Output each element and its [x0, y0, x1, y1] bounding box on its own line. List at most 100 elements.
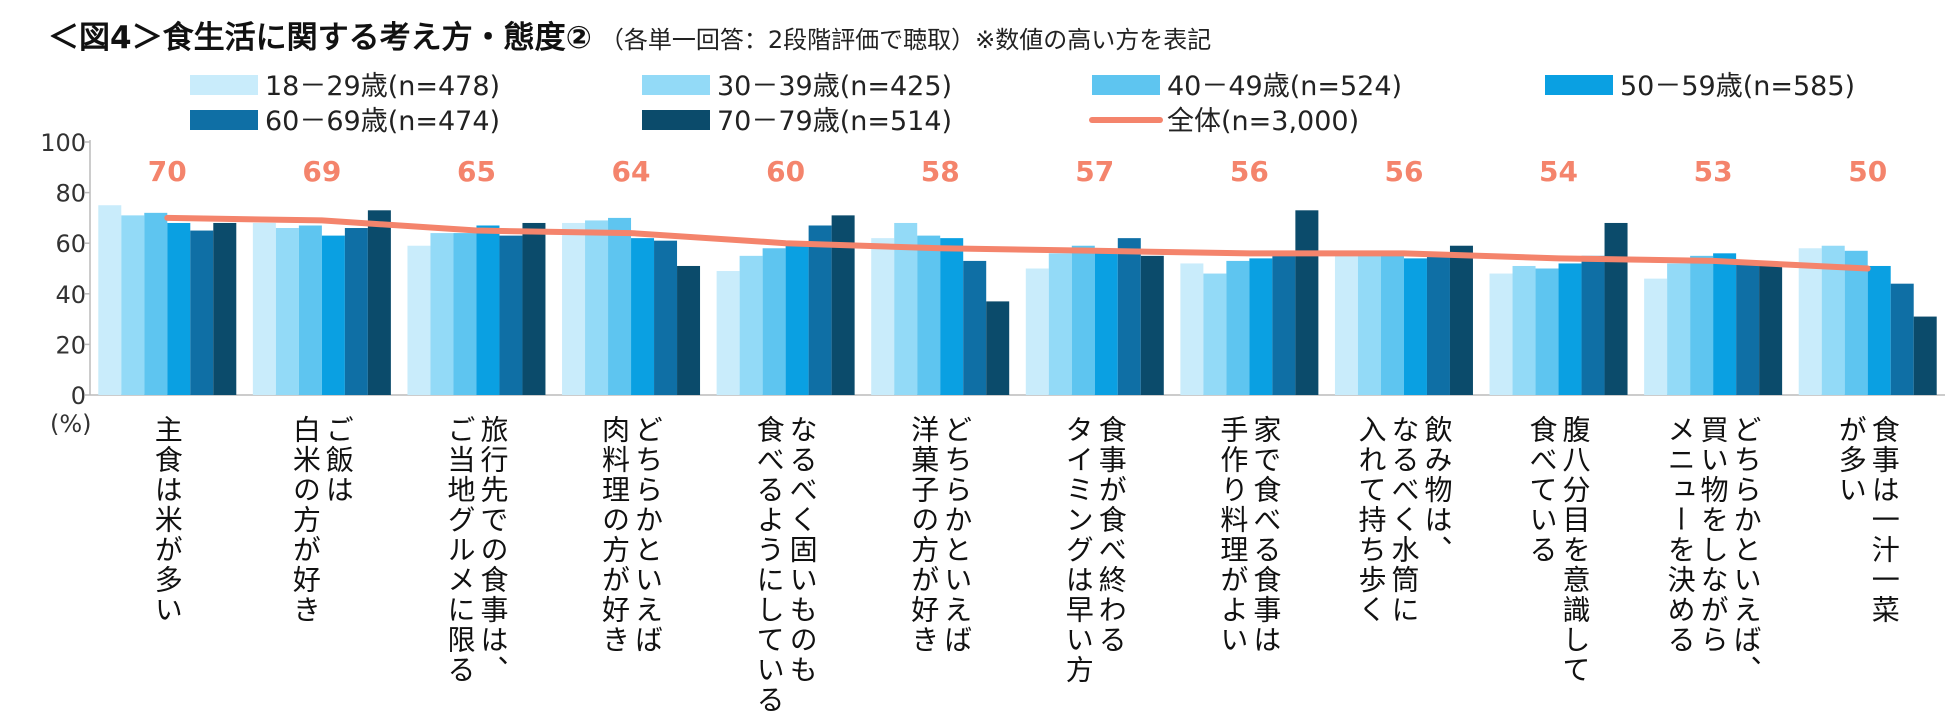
bar: [1690, 255, 1714, 395]
bar: [190, 230, 214, 395]
total-data-label: 69: [302, 155, 341, 188]
bar: [167, 222, 191, 395]
bar: [1449, 245, 1473, 395]
bar: [1736, 260, 1760, 395]
y-tick-label: 40: [55, 281, 86, 309]
legend-label: 全体(n=3,000): [1167, 106, 1359, 137]
category-label-line: 買い物をしながら: [1697, 415, 1730, 655]
category-label-line: 入れて持ち歩く: [1354, 415, 1387, 625]
total-data-label: 56: [1230, 155, 1269, 188]
bar: [1140, 255, 1164, 395]
bar: [808, 225, 832, 395]
legend-swatch: [1092, 75, 1160, 95]
chart-subtitle: （各単一回答：2段階評価で聴取）※数値の高い方を表記: [599, 26, 1212, 54]
legend-label: 50－59歳(n=585): [1620, 71, 1855, 102]
bar: [1844, 250, 1868, 395]
bar: [654, 240, 678, 395]
chart-title-row: ＜図4＞食生活に関する考え方・態度② （各単一回答：2段階評価で聴取）※数値の高い…: [48, 12, 1211, 57]
total-data-label: 50: [1848, 155, 1887, 188]
bar: [562, 222, 586, 395]
category-label-line: 食事が食べ終わる: [1095, 415, 1128, 655]
chart-axes: 100 80 60 40 20 0(%): [40, 129, 1945, 438]
bar: [1295, 210, 1319, 395]
bar: [1535, 268, 1559, 395]
y-tick-label: 0: [71, 382, 86, 410]
legend-label: 40－49歳(n=524): [1167, 71, 1402, 102]
bar: [1071, 245, 1095, 395]
legend-label: 60－69歳(n=474): [265, 106, 500, 137]
bar: [1226, 260, 1250, 395]
bar: [1117, 238, 1141, 395]
bar: [1512, 265, 1536, 395]
bar: [298, 225, 322, 395]
category-label-line: メニューを決める: [1664, 415, 1697, 655]
bar: [1180, 263, 1204, 395]
bar: [1867, 265, 1891, 395]
total-data-label: 54: [1539, 155, 1578, 188]
category-label-line: 食べるようにしている: [753, 415, 786, 715]
y-tick-label: 20: [55, 331, 86, 359]
total-data-label: 53: [1694, 155, 1733, 188]
bar: [1890, 283, 1914, 395]
bar: [986, 301, 1010, 395]
category-label-line: 肉料理の方が好き: [598, 415, 631, 655]
bar: [430, 233, 454, 395]
bar: [1667, 263, 1691, 395]
bar: [1203, 273, 1227, 395]
category-label-line: どちらかといえば、: [1730, 415, 1763, 685]
category-label-line: タイミングは早い方: [1062, 415, 1095, 685]
legend-swatch: [190, 110, 258, 130]
category-label: 主食は米が多い: [151, 415, 184, 625]
legend-swatch: [1545, 75, 1613, 95]
bar: [631, 238, 655, 395]
total-data-label: 56: [1384, 155, 1423, 188]
bar: [1357, 255, 1381, 395]
bar: [1048, 253, 1072, 395]
bar: [871, 238, 895, 395]
bar: [1604, 222, 1628, 395]
bar: [677, 265, 701, 395]
total-series-line: [164, 214, 1871, 272]
bar: [98, 205, 122, 395]
bar: [585, 220, 609, 395]
category-label-line: 主食は米が多い: [151, 415, 184, 625]
bar: [213, 222, 237, 395]
legend-label: 70－79歳(n=514): [717, 106, 952, 137]
bar: [476, 225, 500, 395]
category-label-line: ご当地グルメに限る: [443, 415, 476, 685]
bar: [1913, 316, 1937, 395]
bar: [1489, 273, 1513, 395]
bar: [1025, 268, 1049, 395]
bar: [144, 212, 168, 395]
bar: [1713, 253, 1737, 395]
bar: [1644, 278, 1668, 395]
bar: [1558, 263, 1582, 395]
category-label-line: 白米の方が好き: [289, 415, 322, 625]
bar: [252, 222, 276, 395]
category-label-line: なるべく水筒に: [1387, 415, 1420, 625]
bar: [1426, 255, 1450, 395]
bar: [917, 235, 941, 395]
total-line-group: 70 69 65 64 60 58 57 56 56 54 53 50: [148, 155, 1887, 272]
bar: [121, 215, 145, 395]
bar: [275, 228, 299, 395]
bar: [608, 217, 632, 395]
bar: [321, 235, 345, 395]
category-label-line: 食べている: [1526, 415, 1559, 565]
legend-label: 30－39歳(n=425): [717, 71, 952, 102]
legend-swatch: [642, 110, 710, 130]
total-data-label: 58: [921, 155, 960, 188]
total-data-label: 57: [1075, 155, 1114, 188]
bar: [453, 233, 477, 395]
category-label: 旅行先での食事は、ご当地グルメに限る: [443, 415, 509, 685]
bar: [367, 210, 391, 395]
bar: [407, 245, 431, 395]
category-label-line: どちらかといえば: [940, 415, 973, 655]
bar: [1094, 253, 1118, 395]
